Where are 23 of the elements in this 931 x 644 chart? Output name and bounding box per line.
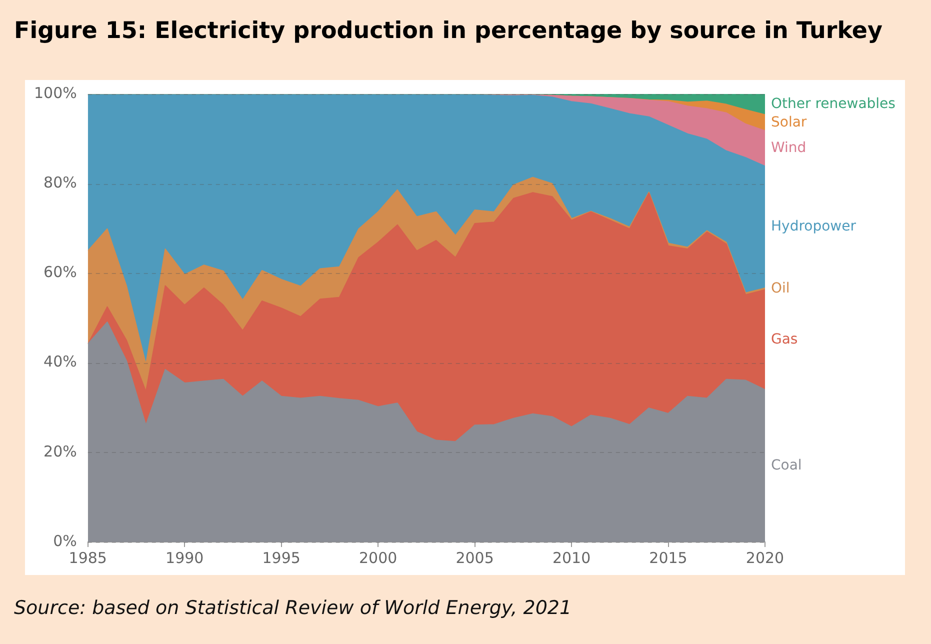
- y-tick-label: 20%: [44, 442, 77, 460]
- x-tick-label: 2015: [649, 548, 688, 567]
- source-note: Source: based on Statistical Review of World Energy, 2021: [14, 597, 572, 619]
- x-tick-label: 1995: [262, 548, 300, 567]
- x-tick-label: 2010: [552, 548, 591, 567]
- x-tick-label: 1985: [68, 548, 107, 567]
- series-label: Gas: [771, 331, 798, 348]
- series-label: Coal: [771, 457, 802, 474]
- y-tick-label: 80%: [44, 173, 77, 192]
- series-label: Oil: [771, 280, 790, 297]
- x-tick-label: 2000: [358, 548, 398, 567]
- series-label: Wind: [771, 140, 806, 156]
- y-tick-label: 60%: [44, 263, 77, 282]
- series-label: Hydropower: [771, 218, 856, 235]
- y-tick-label: 100%: [34, 84, 77, 102]
- y-tick-label: 0%: [53, 532, 77, 550]
- series-label: Other renewables: [771, 96, 896, 112]
- x-tick-label: 2020: [746, 548, 784, 567]
- x-tick-label: 2005: [456, 548, 494, 567]
- chart-title: Figure 15: Electricity production in percentage by source in Turkey: [14, 18, 882, 44]
- x-tick-label: 1990: [166, 548, 204, 567]
- series-label: Solar: [771, 114, 807, 130]
- y-tick-label: 40%: [44, 352, 77, 371]
